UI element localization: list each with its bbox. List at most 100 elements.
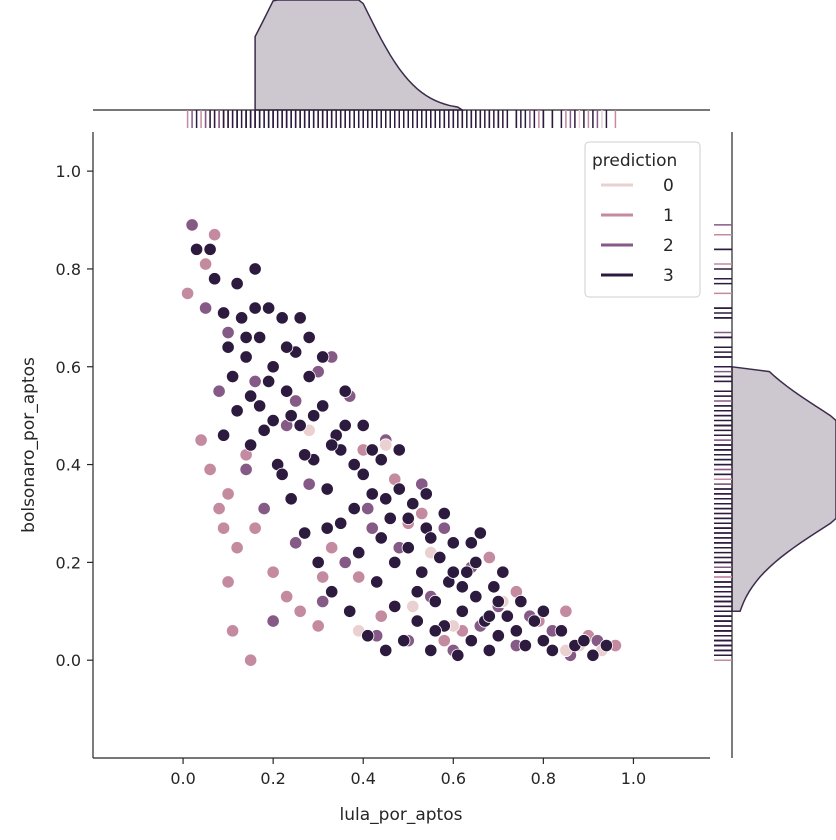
x-ticks: 0.0 0.2 0.4 0.6 0.8 1.0 [170,758,646,788]
scatter-point [180,286,195,300]
scatter-point [316,350,330,364]
scatter-point [307,409,321,423]
scatter-point [221,575,235,589]
scatter-point [217,428,231,442]
scatter-point [365,521,379,535]
legend-box [584,141,701,298]
scatter-point [347,457,361,472]
scatter-point [253,399,267,413]
scatter-point [280,340,294,354]
scatter-point [302,477,316,491]
scatter-point [392,443,406,457]
scatter-point [338,384,352,398]
scatter-point [415,565,429,579]
scatter-point [455,604,469,618]
scatter-point [248,262,262,276]
scatter-point [374,453,388,467]
top-kde-curve [254,0,465,111]
scatter-point [424,643,438,658]
scatter-point [451,648,465,662]
scatter-point [482,609,496,623]
right-kde-curve [731,365,836,613]
scatter-point [509,624,523,638]
scatter-point [244,653,258,667]
scatter-point [554,624,568,638]
legend-label: 3 [663,266,674,286]
scatter-point [293,311,307,325]
scatter-point [266,614,280,628]
scatter-point [401,511,415,525]
scatter-point [221,340,235,354]
scatter-point [248,521,262,535]
scatter-point [325,541,339,555]
scatter-point [370,575,384,589]
scatter-point [460,565,474,579]
scatter-point [239,330,253,345]
scatter-point [343,604,357,618]
scatter-point [352,570,366,584]
scatter-point [365,443,379,457]
scatter-point [257,423,271,437]
top-rug [186,110,617,128]
scatter-point [320,521,334,535]
x-tick-label: 0.8 [531,769,556,788]
scatter-point [433,550,447,565]
scatter-point [469,590,483,604]
y-tick-label: 0.8 [56,260,81,279]
legend-label: 1 [663,206,674,226]
scatter-point [266,360,280,374]
scatter-point [352,545,366,560]
scatter-point [577,634,591,648]
scatter-point [406,497,420,511]
scatter-point [262,301,276,315]
scatter-point [383,511,397,525]
scatter-point [419,487,433,501]
scatter-point [325,438,339,452]
scatter-point [446,536,460,550]
scatter-point [217,306,231,320]
scatter-point [428,594,442,609]
x-axis-label: lula_por_aptos [340,805,463,825]
scatter-point [338,555,352,569]
scatter-point [248,374,262,389]
scatter-point [491,594,505,609]
scatter-point [316,570,330,584]
scatter-point [230,541,244,555]
scatter-point [302,369,316,384]
x-tick-label: 1.0 [621,769,646,788]
scatter-point [415,506,429,521]
scatter-point [212,501,226,516]
scatter-point [235,311,249,325]
scatter-point [388,599,402,613]
scatter-point [198,257,213,271]
y-tick-label: 0.2 [56,553,81,572]
scatter-point [437,506,451,521]
scatter-point [302,330,316,345]
scatter-point [347,501,361,516]
scatter-point [325,585,339,599]
legend-entries: 0 1 2 3 [601,176,674,286]
scatter-point [469,555,483,569]
scatter-point [482,550,496,565]
scatter-point [356,467,370,481]
scatter-point [320,482,334,496]
scatter-point [284,409,298,423]
scatter-point [262,374,276,389]
right-marginal [714,132,836,758]
scatter-point [361,501,375,516]
scatter-point [289,394,303,408]
scatter-point [198,301,213,315]
legend-label: 2 [663,236,674,256]
legend-title: prediction [592,151,677,171]
scatter-point [446,565,460,579]
scatter-point [379,492,393,506]
scatter-point [280,590,294,604]
scatter-point [496,565,510,579]
legend: prediction 0 1 2 3 [584,141,701,298]
scatter-point [487,580,501,594]
scatter-point [311,555,325,569]
scatter-point [221,325,235,340]
scatter-point [514,594,528,609]
scatter-point [536,634,550,648]
scatter-point [388,555,402,569]
